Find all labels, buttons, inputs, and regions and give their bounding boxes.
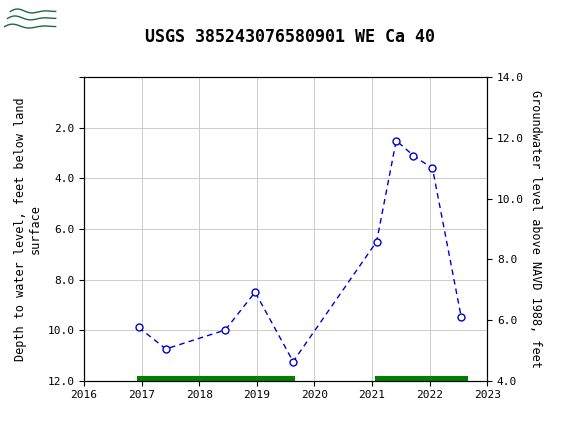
Text: USGS 385243076580901 WE Ca 40: USGS 385243076580901 WE Ca 40: [145, 28, 435, 46]
Y-axis label: Groundwater level above NAVD 1988, feet: Groundwater level above NAVD 1988, feet: [530, 90, 542, 368]
Text: USGS: USGS: [61, 11, 121, 30]
Y-axis label: Depth to water level, feet below land
surface: Depth to water level, feet below land su…: [14, 97, 42, 361]
Bar: [3, 3, 58, 37]
Legend: Period of approved data: Period of approved data: [177, 426, 394, 430]
Bar: [137, 376, 295, 385]
Bar: [375, 376, 468, 385]
